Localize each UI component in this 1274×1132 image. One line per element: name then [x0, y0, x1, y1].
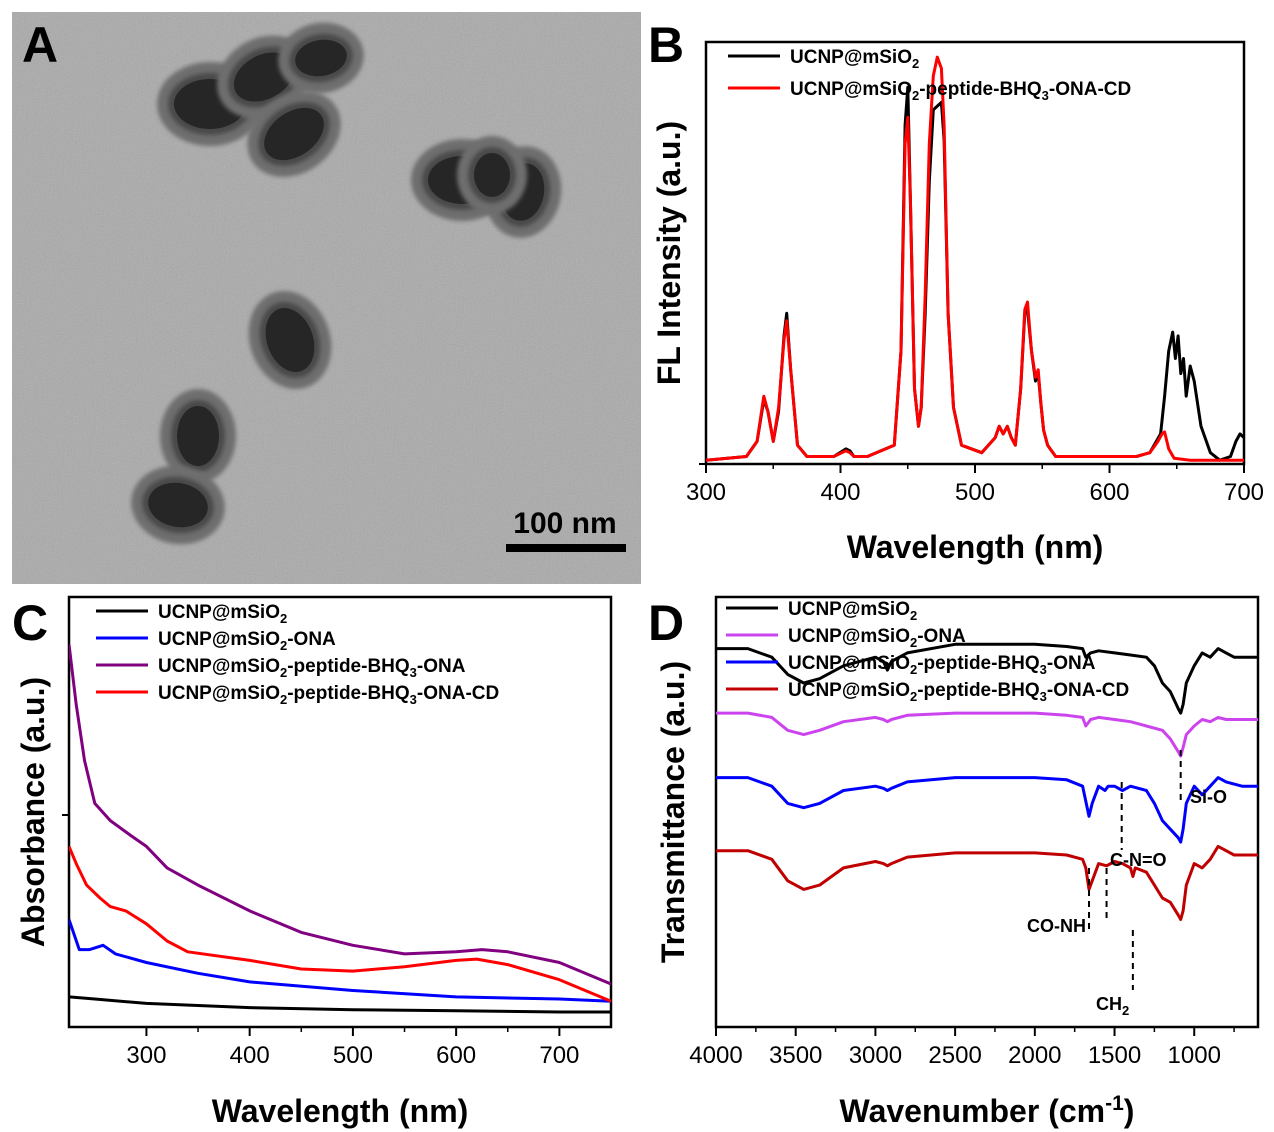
particle-core — [474, 153, 510, 197]
plot-frame-d — [714, 595, 1260, 1029]
x-tick-label: 600 — [1089, 479, 1129, 506]
x-ticks-c: 300 400 500 600 700 — [62, 814, 579, 1069]
panel-d: D 4000 3500 3000 2500 2000 1500 1000 Si-O C-N=O… — [648, 595, 1260, 1129]
nanoparticle — [278, 22, 364, 94]
legend-item: UCNP@mSiO2-ONA — [96, 629, 336, 653]
y-axis-label-d: Transmittance (a.u.) — [655, 661, 691, 963]
panel-c: C 300 400 500 600 700 UCNP@mSiO2 UCNP@mSiO2-O… — [12, 595, 613, 1129]
x-tick-label: 2000 — [1008, 1042, 1061, 1069]
x-axis-label-d-sup: -1 — [1105, 1092, 1124, 1115]
x-tick-label: 300 — [126, 1042, 166, 1069]
series-line — [716, 844, 1258, 921]
annotation-label: Si-O — [1190, 787, 1227, 807]
y-axis-label-b: FL Intensity (a.u.) — [651, 121, 687, 385]
x-tick-label: 4000 — [689, 1042, 742, 1069]
x-tick-label: 300 — [686, 479, 726, 506]
x-axis-label-d: Wavenumber (cm-1) — [840, 1092, 1135, 1129]
scale-bar — [506, 544, 626, 552]
annotation-label: CH2 — [1096, 994, 1129, 1018]
x-axis-label-c: Wavelength (nm) — [212, 1093, 469, 1129]
x-ticks-d: 4000 3500 3000 2500 2000 1500 1000 — [689, 1027, 1235, 1069]
nanoparticle — [457, 136, 527, 214]
scale-bar-label: 100 nm — [513, 507, 616, 540]
legend-label: UCNP@mSiO2-peptide-BHQ3-ONA — [158, 656, 466, 680]
panel-label-c: C — [12, 595, 48, 651]
particle-core — [295, 39, 347, 77]
legend-item: UCNP@mSiO2 — [728, 47, 919, 71]
legend-label: UCNP@mSiO2-ONA — [158, 629, 336, 653]
nanoparticle — [131, 465, 225, 545]
legend-item: UCNP@mSiO2 — [726, 599, 917, 623]
particle-core — [265, 308, 315, 372]
series-line — [69, 845, 611, 1003]
legend-label: UCNP@mSiO2 — [790, 47, 919, 71]
x-ticks-b: 300 400 500 600 700 — [686, 463, 1264, 506]
annotation-label: CO-NH — [1027, 916, 1086, 936]
x-tick-label: 500 — [955, 479, 995, 506]
legend-item: UCNP@mSiO2-peptide-BHQ3-ONA — [726, 653, 1096, 677]
series-line — [716, 642, 1258, 715]
series-line — [69, 919, 611, 1003]
legend-label: UCNP@mSiO2-peptide-BHQ3-ONA-CD — [790, 79, 1131, 103]
x-axis-label-d-main: Wavenumber (cm — [840, 1093, 1106, 1129]
annotations-d: Si-O C-N=O CO-NH CH2 — [1027, 750, 1227, 1018]
legend-label: UCNP@mSiO2-peptide-BHQ3-ONA — [788, 653, 1096, 677]
series-line — [716, 711, 1258, 758]
series-c — [69, 644, 611, 1014]
particle-core — [177, 406, 219, 466]
x-tick-label: 400 — [230, 1042, 270, 1069]
x-tick-label: 1500 — [1088, 1042, 1141, 1069]
legend-label: UCNP@mSiO2-peptide-BHQ3-ONA-CD — [158, 683, 499, 707]
legend-d: UCNP@mSiO2 UCNP@mSiO2-ONA UCNP@mSiO2-pepti… — [726, 599, 1129, 704]
series-line — [706, 85, 1244, 462]
panel-a: 100 nm A — [12, 12, 641, 584]
panel-label-d: D — [648, 595, 684, 651]
series-line — [706, 55, 1244, 462]
nanoparticles — [131, 22, 562, 545]
legend-item: UCNP@mSiO2-peptide-BHQ3-ONA — [96, 656, 466, 680]
x-tick-label: 700 — [1224, 479, 1264, 506]
legend-item: UCNP@mSiO2 — [96, 602, 287, 626]
legend-item: UCNP@mSiO2-peptide-BHQ3-ONA-CD — [728, 79, 1131, 103]
legend-c: UCNP@mSiO2 UCNP@mSiO2-ONA UCNP@mSiO2-pepti… — [96, 602, 499, 707]
x-tick-label: 600 — [436, 1042, 476, 1069]
legend-label: UCNP@mSiO2-ONA — [788, 626, 966, 650]
x-tick-label: 1000 — [1168, 1042, 1221, 1069]
legend-item: UCNP@mSiO2-peptide-BHQ3-ONA-CD — [96, 683, 499, 707]
panel-label-b: B — [648, 17, 684, 73]
panel-b: B 300 400 500 600 700 UCNP@mSiO2 UCNP@mSiO2-p… — [648, 17, 1264, 565]
series-line — [716, 776, 1258, 844]
x-axis-label-b: Wavelength (nm) — [847, 529, 1104, 565]
series-b — [706, 55, 1244, 462]
legend-item: UCNP@mSiO2-peptide-BHQ3-ONA-CD — [726, 680, 1129, 704]
nanoparticle — [247, 91, 341, 177]
legend-label: UCNP@mSiO2 — [158, 602, 287, 626]
series-d — [716, 642, 1258, 921]
series-line — [69, 644, 611, 986]
plot-frame-c — [67, 595, 613, 1029]
nanoparticle — [160, 389, 236, 483]
x-tick-label: 400 — [820, 479, 860, 506]
legend-item: UCNP@mSiO2-ONA — [726, 626, 966, 650]
annotation-label: C-N=O — [1110, 850, 1167, 870]
x-tick-label: 700 — [539, 1042, 579, 1069]
series-line — [69, 995, 611, 1014]
x-axis-label-d-end: ) — [1124, 1093, 1135, 1129]
panel-label-a: A — [22, 17, 58, 73]
x-tick-label: 3500 — [769, 1042, 822, 1069]
x-tick-label: 3000 — [849, 1042, 902, 1069]
legend-label: UCNP@mSiO2-peptide-BHQ3-ONA-CD — [788, 680, 1129, 704]
legend-label: UCNP@mSiO2 — [788, 599, 917, 623]
y-axis-label-c: Absorbance (a.u.) — [15, 677, 51, 947]
particle-core — [264, 107, 324, 161]
x-tick-label: 2500 — [928, 1042, 981, 1069]
x-tick-label: 500 — [333, 1042, 373, 1069]
legend-b: UCNP@mSiO2 UCNP@mSiO2-peptide-BHQ3-ONA-CD — [728, 47, 1131, 103]
particle-core — [148, 482, 208, 528]
nanoparticle — [248, 291, 332, 389]
